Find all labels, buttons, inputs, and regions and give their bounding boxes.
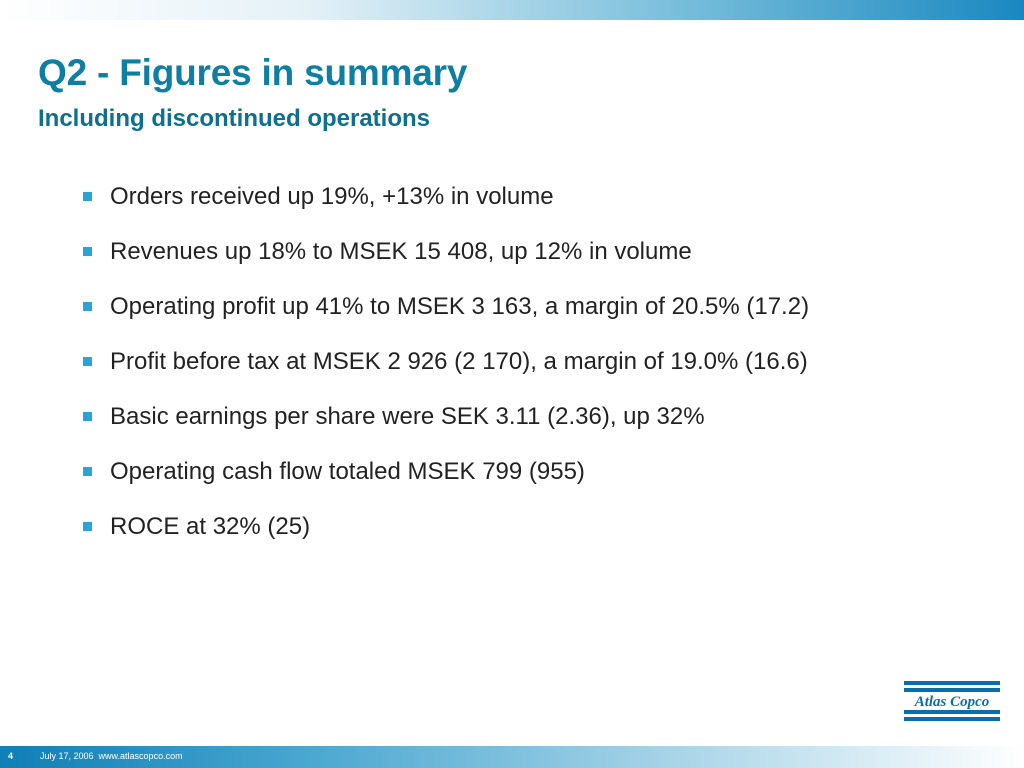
bullet-text: ROCE at 32% (25) [110,513,311,540]
bullet-item: Profit before tax at MSEK 2 926 (2 170),… [80,343,809,398]
slide-subtitle: Including discontinued operations [38,105,431,132]
square-bullet-icon [83,302,92,311]
bullet-text: Orders received up 19%, +13% in volume [110,183,554,210]
square-bullet-icon [83,412,92,421]
logo-stripe [904,710,1000,714]
slide-title: Q2 - Figures in summary [38,52,468,93]
logo-stripe [904,688,1000,692]
bullet-text: Operating cash flow totaled MSEK 799 (95… [110,458,585,485]
bullet-text: Profit before tax at MSEK 2 926 (2 170),… [110,348,808,375]
bullet-item: Orders received up 19%, +13% in volume [80,178,809,233]
square-bullet-icon [83,192,92,201]
bullet-item: ROCE at 32% (25) [80,508,809,563]
bullet-text: Basic earnings per share were SEK 3.11 (… [110,403,705,430]
square-bullet-icon [83,522,92,531]
bullet-text: Revenues up 18% to MSEK 15 408, up 12% i… [110,238,692,265]
footer-date-url: July 17, 2006 www.atlascopco.com [40,751,183,761]
footer-gradient-band [0,746,1024,768]
logo-stripe [904,717,1000,721]
square-bullet-icon [83,467,92,476]
square-bullet-icon [83,357,92,366]
top-gradient-band [0,0,1024,20]
bullet-item: Operating profit up 41% to MSEK 3 163, a… [80,288,809,343]
atlas-copco-logo: Atlas Copco [904,681,1000,721]
page-number: 4 [8,751,14,761]
bullet-item: Basic earnings per share were SEK 3.11 (… [80,398,809,453]
square-bullet-icon [83,247,92,256]
bullet-item: Operating cash flow totaled MSEK 799 (95… [80,453,809,508]
bullet-text: Operating profit up 41% to MSEK 3 163, a… [110,293,810,320]
logo-stripe [904,681,1000,685]
bullet-list: Orders received up 19%, +13% in volume R… [80,178,809,563]
bullet-item: Revenues up 18% to MSEK 15 408, up 12% i… [80,233,809,288]
logo-text: Atlas Copco [914,694,990,710]
